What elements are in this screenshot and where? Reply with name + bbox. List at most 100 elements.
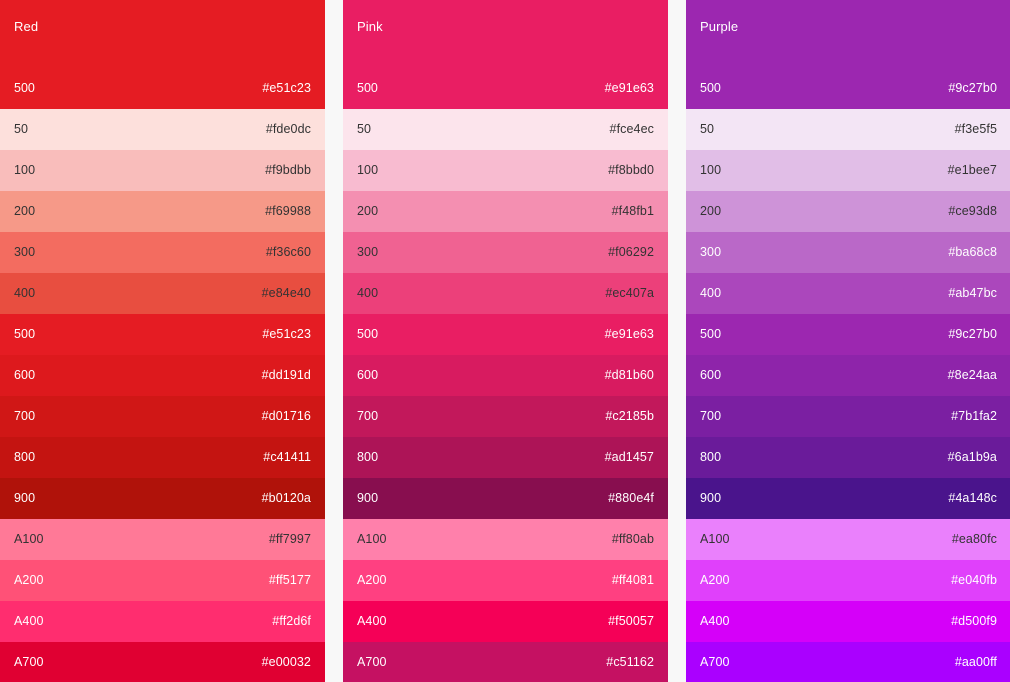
swatch-name: 500 — [14, 327, 36, 341]
swatch-row[interactable]: 900 #880e4f — [343, 478, 668, 519]
swatch-hex: #c2185b — [605, 409, 654, 423]
primary-shade-name: 500 — [700, 81, 721, 95]
swatch-name: 300 — [357, 245, 379, 259]
swatch-name: A200 — [357, 573, 387, 587]
swatch-row[interactable]: 800 #c41411 — [0, 437, 325, 478]
palette-header-purple[interactable]: Purple 500 #9c27b0 — [686, 0, 1010, 109]
swatch-name: 900 — [14, 491, 36, 505]
swatch-hex: #e51c23 — [262, 327, 311, 341]
swatch-name: A700 — [700, 655, 730, 669]
swatch-row[interactable]: A200 #ff4081 — [343, 560, 668, 601]
swatch-name: 50 — [357, 122, 372, 136]
swatch-hex: #ce93d8 — [948, 204, 997, 218]
swatch-row[interactable]: 900 #b0120a — [0, 478, 325, 519]
swatch-row[interactable]: A700 #e00032 — [0, 642, 325, 682]
palette-title: Red — [14, 19, 39, 34]
swatch-row[interactable]: 300 #f36c60 — [0, 232, 325, 273]
palette-title: Pink — [357, 19, 383, 34]
swatch-row[interactable]: 200 #f69988 — [0, 191, 325, 232]
swatch-name: 400 — [700, 286, 722, 300]
swatch-row[interactable]: 900 #4a148c — [686, 478, 1010, 519]
swatch-row[interactable]: A200 #e040fb — [686, 560, 1010, 601]
swatch-hex: #ff5177 — [268, 573, 311, 587]
swatch-hex: #f9bdbb — [265, 163, 311, 177]
swatch-row[interactable]: 400 #ab47bc — [686, 273, 1010, 314]
swatch-row[interactable]: 600 #d81b60 — [343, 355, 668, 396]
swatch-hex: #8e24aa — [947, 368, 997, 382]
swatch-hex: #f06292 — [608, 245, 654, 259]
swatch-row[interactable]: A700 #aa00ff — [686, 642, 1010, 682]
swatch-row[interactable]: 300 #f06292 — [343, 232, 668, 273]
swatch-row[interactable]: 200 #ce93d8 — [686, 191, 1010, 232]
swatch-row[interactable]: A100 #ff7997 — [0, 519, 325, 560]
palette-card-red: Red 500 #e51c23 50 #fde0dc 100 #f9bdbb 200 #f699… — [0, 0, 325, 682]
swatch-name: 800 — [14, 450, 36, 464]
swatch-name: 800 — [700, 450, 722, 464]
primary-shade-hex: #9c27b0 — [948, 81, 997, 95]
swatch-name: A100 — [14, 532, 44, 546]
swatch-row[interactable]: 50 #f3e5f5 — [686, 109, 1010, 150]
palette-header-red[interactable]: Red 500 #e51c23 — [0, 0, 325, 109]
swatch-row[interactable]: 700 #d01716 — [0, 396, 325, 437]
swatch-name: 700 — [14, 409, 36, 423]
swatch-row[interactable]: 600 #8e24aa — [686, 355, 1010, 396]
swatch-name: 50 — [700, 122, 715, 136]
swatch-row[interactable]: 400 #ec407a — [343, 273, 668, 314]
swatch-name: A700 — [357, 655, 387, 669]
swatch-row[interactable]: 200 #f48fb1 — [343, 191, 668, 232]
swatch-row[interactable]: A400 #d500f9 — [686, 601, 1010, 642]
swatch-name: 400 — [14, 286, 36, 300]
swatch-hex: #880e4f — [608, 491, 654, 505]
swatch-row[interactable]: 500 #9c27b0 — [686, 314, 1010, 355]
swatch-row[interactable]: A400 #ff2d6f — [0, 601, 325, 642]
swatch-row[interactable]: 600 #dd191d — [0, 355, 325, 396]
swatch-name: 500 — [700, 327, 722, 341]
swatch-row[interactable]: 50 #fce4ec — [343, 109, 668, 150]
swatch-hex: #aa00ff — [954, 655, 997, 669]
swatch-row[interactable]: 300 #ba68c8 — [686, 232, 1010, 273]
palette-primary-readout: 500 #e51c23 — [14, 81, 311, 96]
swatch-row[interactable]: 100 #f9bdbb — [0, 150, 325, 191]
swatch-name: 50 — [14, 122, 29, 136]
swatch-name: A100 — [700, 532, 730, 546]
swatch-row[interactable]: 100 #f8bbd0 — [343, 150, 668, 191]
swatch-row[interactable]: 800 #ad1457 — [343, 437, 668, 478]
swatch-row[interactable]: 700 #7b1fa2 — [686, 396, 1010, 437]
swatch-hex: #ea80fc — [951, 532, 997, 546]
swatch-row[interactable]: A200 #ff5177 — [0, 560, 325, 601]
swatch-name: A200 — [700, 573, 730, 587]
primary-shade-name: 500 — [14, 81, 35, 95]
swatch-row[interactable]: 500 #e91e63 — [343, 314, 668, 355]
swatch-name: 100 — [357, 163, 379, 177]
swatch-hex: #7b1fa2 — [951, 409, 997, 423]
swatch-row[interactable]: A100 #ff80ab — [343, 519, 668, 560]
swatch-row[interactable]: A700 #c51162 — [343, 642, 668, 682]
swatch-hex: #e84e40 — [261, 286, 311, 300]
swatch-hex: #f48fb1 — [611, 204, 654, 218]
swatch-hex: #ab47bc — [948, 286, 997, 300]
swatch-name: 400 — [357, 286, 379, 300]
swatch-hex: #f3e5f5 — [954, 122, 997, 136]
swatch-row[interactable]: 100 #e1bee7 — [686, 150, 1010, 191]
swatch-hex: #f50057 — [608, 614, 654, 628]
swatch-name: 600 — [14, 368, 36, 382]
swatch-hex: #c51162 — [606, 655, 654, 669]
swatch-row[interactable]: 400 #e84e40 — [0, 273, 325, 314]
swatch-row[interactable]: 800 #6a1b9a — [686, 437, 1010, 478]
swatch-hex: #fce4ec — [609, 122, 654, 136]
primary-shade-hex: #e51c23 — [262, 81, 311, 95]
swatch-name: 800 — [357, 450, 379, 464]
swatch-row[interactable]: A100 #ea80fc — [686, 519, 1010, 560]
swatch-row[interactable]: 700 #c2185b — [343, 396, 668, 437]
swatch-row[interactable]: 50 #fde0dc — [0, 109, 325, 150]
swatch-row[interactable]: 500 #e51c23 — [0, 314, 325, 355]
swatch-hex: #d500f9 — [951, 614, 997, 628]
swatch-hex: #f36c60 — [265, 245, 311, 259]
swatch-name: A400 — [357, 614, 387, 628]
swatch-hex: #ff7997 — [268, 532, 311, 546]
swatch-row[interactable]: A400 #f50057 — [343, 601, 668, 642]
swatch-name: A200 — [14, 573, 44, 587]
palette-header-pink[interactable]: Pink 500 #e91e63 — [343, 0, 668, 109]
palette-card-pink: Pink 500 #e91e63 50 #fce4ec 100 #f8bbd0 200 #f48… — [343, 0, 668, 682]
swatch-hex: #d01716 — [261, 409, 311, 423]
